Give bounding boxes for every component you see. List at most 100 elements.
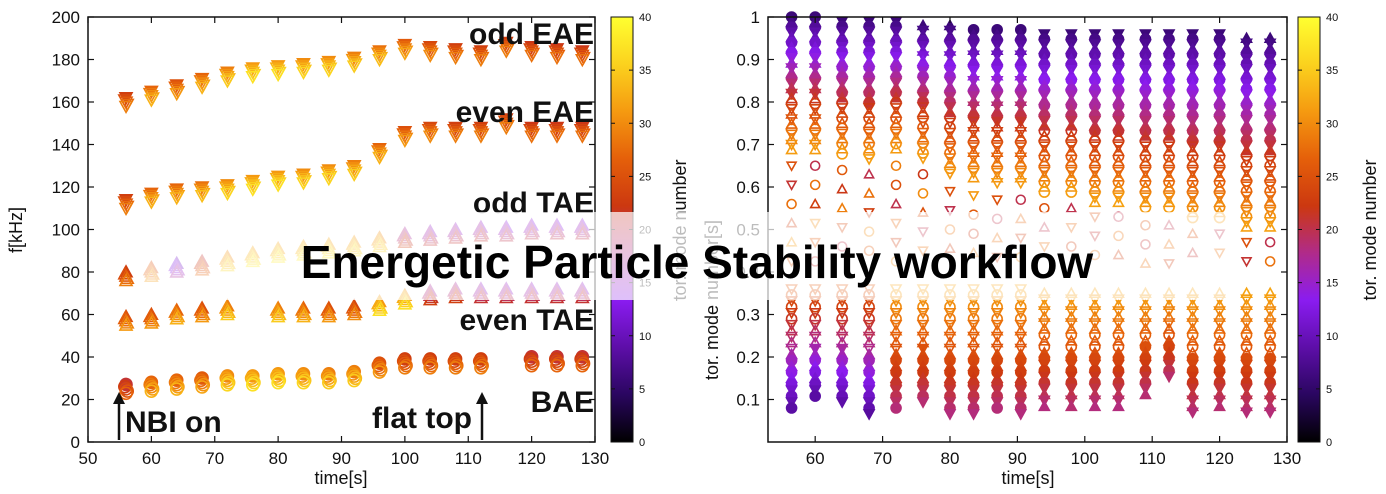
left-series-1-point <box>524 130 539 144</box>
right-column-4-lower-point <box>889 324 903 336</box>
right-column-9-upper-point <box>1014 177 1028 190</box>
left-x-tick-label: 130 <box>581 449 609 468</box>
right-column-11-lower-point <box>1064 399 1078 412</box>
right-column-10-lower-point <box>1037 318 1051 330</box>
right-column-16-lower-point <box>1186 298 1199 310</box>
right-column-15-upper-point <box>1162 154 1176 167</box>
right-column-7-upper-point <box>967 155 980 168</box>
right-column-15-lower-point <box>1162 306 1176 318</box>
right-column-4-mid-point <box>890 179 902 191</box>
left-series-4-point <box>245 377 260 392</box>
right-y-tick-label: 0.8 <box>736 93 760 112</box>
right-column-13-lower-point <box>1112 322 1125 334</box>
right-column-10-upper-point <box>1037 129 1051 141</box>
right-column-5-upper-point <box>916 153 930 165</box>
left-series-0-point <box>448 51 463 66</box>
right-column-18-lower-point <box>1240 310 1253 322</box>
right-column-1-lower-point <box>808 331 822 344</box>
right-column-4-upper-point <box>889 142 903 154</box>
right-column-1-upper-point <box>808 142 822 155</box>
right-column-12-lower-point <box>1088 310 1102 322</box>
left-series-0-point <box>194 81 210 95</box>
left-x-tick-label: 90 <box>332 449 351 468</box>
right-column-19-upper-point <box>1263 217 1277 229</box>
left-colorbar-tick-label: 25 <box>639 171 651 183</box>
left-series-0-point <box>422 49 438 64</box>
right-column-3-lower-point <box>862 335 876 348</box>
right-column-0-lower-point <box>785 307 798 320</box>
left-series-0-point <box>144 94 159 108</box>
right-column-1-mid-point <box>809 179 821 191</box>
right-column-18-upper-point <box>1240 217 1253 229</box>
right-column-1-upper-point <box>808 129 822 141</box>
right-column-0-lower-point <box>785 319 798 332</box>
right-column-8-upper-point <box>990 171 1004 183</box>
right-y-tick-label: 0.7 <box>736 136 760 155</box>
right-column-5-lower-point <box>916 397 930 409</box>
right-column-19-lower-point <box>1263 310 1277 322</box>
right-column-10-lower-point <box>1037 334 1051 346</box>
right-column-1-upper-point <box>808 139 822 152</box>
right-column-4-lower-point <box>889 319 903 332</box>
right-column-6-mid-point <box>944 205 956 217</box>
right-column-16-lower-point <box>1186 318 1199 330</box>
right-column-19-upper-point <box>1263 169 1277 181</box>
right-column-18-lower-point <box>1240 294 1253 306</box>
right-column-6-lower-point <box>944 312 956 325</box>
right-column-10-lower-point <box>1037 399 1051 412</box>
right-column-17-upper-point <box>1213 192 1226 204</box>
right-column-7-upper-point <box>967 126 980 139</box>
right-column-10-mid-point <box>1039 202 1050 214</box>
right-x-axis-label: time[s] <box>1001 468 1054 488</box>
nbi-on-arrow <box>113 392 125 440</box>
right-column-18-lower-point <box>1240 298 1253 310</box>
right-column-3-upper-point <box>862 128 876 141</box>
left-colorbar-tick-label: 10 <box>639 331 651 343</box>
right-column-10-lower-point <box>1037 306 1051 318</box>
right-column-2-mid-point <box>836 202 849 213</box>
right-column-7-lower-point <box>967 312 980 325</box>
right-y-tick-label: 0.2 <box>736 348 760 367</box>
right-column-3-lower-point <box>862 409 876 421</box>
left-series-4-point <box>144 384 159 398</box>
right-column-8-upper-point <box>990 155 1004 168</box>
left-series-0-point <box>524 49 539 64</box>
right-column-0-mid-point <box>786 198 797 210</box>
right-column-16-lower-point <box>1186 310 1199 322</box>
right-column-14-lower-point <box>1139 306 1152 318</box>
right-column-6-lower-point <box>944 301 956 313</box>
left-y-tick-label: 80 <box>61 263 80 282</box>
right-column-12-upper-point <box>1088 154 1102 167</box>
right-column-17-lower-point <box>1213 399 1226 412</box>
left-series-4-point <box>524 358 539 373</box>
right-x-tick-label: 100 <box>1071 449 1099 468</box>
left-series-4-point <box>423 360 438 375</box>
banner-title: Energetic Particle Stability workflow <box>301 236 1094 288</box>
left-series-4-point <box>347 373 361 388</box>
annotation-even-eae: even EAE <box>456 96 594 129</box>
right-column-13-lower-point <box>1112 318 1125 330</box>
right-column-3-lower-point <box>862 319 876 332</box>
right-column-1-lower-point <box>808 307 822 320</box>
right-column-12-lower-point <box>1089 329 1101 341</box>
right-column-11-lower-point <box>1064 322 1078 334</box>
right-colorbar-tick-label: 30 <box>1326 118 1338 130</box>
left-series-4-point <box>195 380 209 394</box>
right-column-0-lower-point <box>785 312 798 325</box>
right-column-15-upper-point <box>1163 201 1175 214</box>
right-column-3-upper-point <box>862 103 876 115</box>
right-column-5-lower-point <box>916 319 930 332</box>
right-column-9-upper-point <box>1014 152 1028 164</box>
right-column-6-lower-point <box>943 335 957 348</box>
left-series-4-point <box>372 365 387 379</box>
right-column-5-lower-point <box>917 301 929 313</box>
right-column-4-mid-point <box>890 197 902 209</box>
right-column-8-lower-point <box>990 331 1004 344</box>
left-series-3-point <box>144 315 159 329</box>
left-series-3-point <box>169 311 185 325</box>
right-column-12-upper-point <box>1088 129 1102 141</box>
right-column-9-lower-point <box>1014 301 1027 313</box>
right-column-7-lower-point <box>967 301 980 313</box>
annotation-odd-eae: odd EAE <box>469 18 594 51</box>
right-column-2-upper-point <box>835 116 849 129</box>
